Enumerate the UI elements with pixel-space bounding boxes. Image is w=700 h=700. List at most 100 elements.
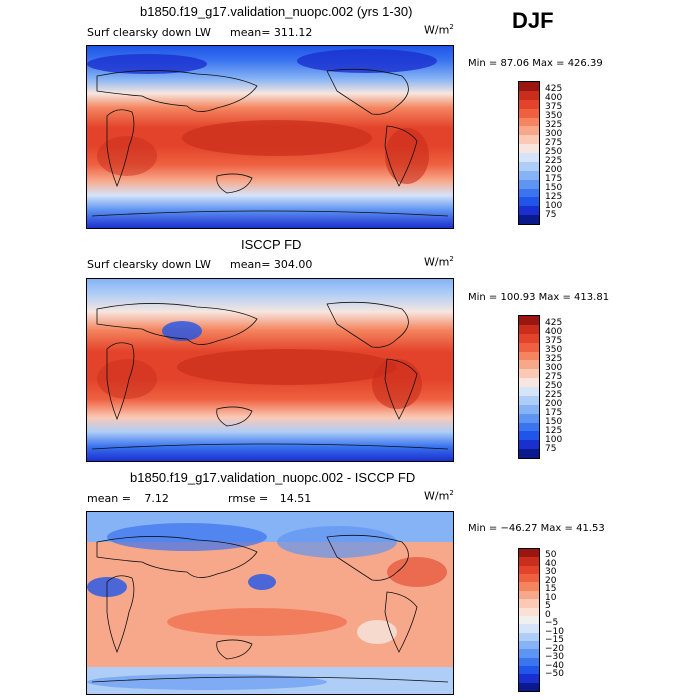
- panel2-units-text: W/m: [424, 255, 450, 269]
- cbar1-label: 400: [545, 93, 563, 103]
- panel3-colorbar: [518, 548, 540, 692]
- colorbar-swatch: [519, 378, 539, 387]
- colorbar-swatch: [519, 422, 539, 432]
- panel3-title: b1850.f19_g17.validation_nuopc.002 - ISC…: [130, 470, 416, 485]
- cbar1-label: 375: [545, 102, 563, 112]
- colorbar-swatch: [519, 333, 539, 343]
- cbar3-label: 20: [545, 575, 557, 586]
- colorbar-swatch: [519, 188, 539, 198]
- colorbar-swatch: [519, 574, 539, 583]
- panel3-coastlines: [91, 534, 449, 683]
- cbar2-label: 325: [545, 354, 563, 364]
- cbar3-label: 50: [545, 550, 557, 561]
- panel2-colorbar-swatches: [518, 315, 540, 459]
- cbar1-label: 350: [545, 111, 563, 121]
- panel2-title: ISCCP FD: [241, 237, 302, 252]
- cbar1-label: 250: [545, 147, 563, 157]
- panel1-mean-value: 311.12: [273, 26, 313, 39]
- colorbar-swatch: [519, 607, 539, 616]
- panel3-map: [86, 511, 454, 695]
- panel3-rmse: rmse = 14.51: [228, 492, 311, 505]
- colorbar-swatch: [519, 135, 539, 145]
- cbar2-label: 125: [545, 426, 563, 436]
- panel3-units-sup: 2: [449, 489, 454, 497]
- colorbar-swatch: [519, 387, 539, 396]
- cbar1-label: 300: [545, 129, 563, 139]
- panel1-units: W/m2: [424, 23, 454, 37]
- cbar3-label: 15: [545, 584, 557, 595]
- colorbar-swatch: [519, 557, 539, 566]
- colorbar-swatch: [519, 413, 539, 423]
- colorbar-swatch: [519, 682, 539, 692]
- cbar1-label: 325: [545, 120, 563, 130]
- colorbar-swatch: [519, 170, 539, 180]
- cbar2-label: 100: [545, 435, 563, 445]
- panel1-colorbar: [518, 81, 540, 225]
- panel3-units: W/m2: [424, 489, 454, 503]
- colorbar-swatch: [519, 342, 539, 352]
- colorbar-swatch: [519, 666, 539, 675]
- panel3-mean-value: 7.12: [144, 492, 169, 505]
- panel2-minmax: Min = 100.93 Max = 413.81: [468, 292, 610, 303]
- cbar1-label: 100: [545, 201, 563, 211]
- season-label: DJF: [512, 8, 554, 33]
- colorbar-swatch: [519, 449, 539, 458]
- panel1-title: b1850.f19_g17.validation_nuopc.002 (yrs …: [140, 4, 413, 19]
- panel2-mean: mean= 304.00: [230, 258, 312, 271]
- cbar2-label: 250: [545, 381, 563, 391]
- panel2-coastlines: [91, 301, 449, 450]
- cbar1-label: 175: [545, 174, 563, 184]
- panel1-units-sup: 2: [449, 23, 454, 31]
- panel2-map-svg: [87, 279, 453, 461]
- colorbar-swatch: [519, 632, 539, 641]
- cbar2-label: 150: [545, 417, 563, 427]
- panel2-units-sup: 2: [449, 255, 454, 263]
- cbar2-label: 175: [545, 408, 563, 418]
- panel1-map: [86, 45, 454, 229]
- colorbar-swatch: [519, 404, 539, 414]
- cbar2-label: 400: [545, 327, 563, 337]
- colorbar-swatch: [519, 615, 539, 625]
- colorbar-swatch: [519, 431, 539, 441]
- panel1-units-text: W/m: [424, 23, 450, 37]
- colorbar-swatch: [519, 144, 539, 153]
- panel2-mean-value: 304.00: [273, 258, 313, 271]
- colorbar-swatch: [519, 590, 539, 600]
- cbar2-label: 200: [545, 399, 563, 409]
- colorbar-swatch: [519, 369, 539, 379]
- cbar2-label: 75: [545, 444, 557, 454]
- panel3-colorbar-swatches: [518, 548, 540, 692]
- panel3-mean-label: mean =: [87, 492, 131, 505]
- colorbar-swatch: [519, 360, 539, 370]
- cbar1-label: 125: [545, 192, 563, 202]
- panel3-colorbar-labels: 50 40 30 20 15 10 5 0 −5 −10 −15 −20 −30…: [545, 548, 585, 692]
- cbar3-label: −50: [545, 669, 564, 680]
- colorbar-swatch: [519, 316, 539, 325]
- colorbar-swatch: [519, 565, 539, 575]
- panel2-mean-label: mean=: [230, 258, 271, 271]
- panel1-mean: mean= 311.12: [230, 26, 312, 39]
- colorbar-swatch: [519, 153, 539, 162]
- panel2-map: [86, 278, 454, 462]
- panel1-colorbar-swatches: [518, 81, 540, 225]
- colorbar-swatch: [519, 582, 539, 591]
- cbar2-label: 350: [545, 345, 563, 355]
- panel3-mean: mean = 7.12: [87, 492, 169, 505]
- cbar3-label: 40: [545, 558, 557, 569]
- colorbar-swatch: [519, 351, 539, 361]
- panel2-colorbar-labels: 425 400 375 350 325 300 275 250 225 200 …: [545, 315, 585, 459]
- cbar3-label: 10: [545, 592, 557, 603]
- cbar2-label: 275: [545, 372, 563, 382]
- cbar1-label: 275: [545, 138, 563, 148]
- panel1-coastlines: [91, 68, 449, 217]
- cbar3-label: −30: [545, 652, 564, 663]
- cbar3-label: −10: [545, 626, 564, 637]
- cbar3-label: 0: [545, 609, 551, 620]
- panel1-minmax: Min = 87.06 Max = 426.39: [468, 58, 603, 69]
- cbar1-label: 225: [545, 156, 563, 166]
- colorbar-swatch: [519, 206, 539, 216]
- cbar1-label: 150: [545, 183, 563, 193]
- cbar3-label: 5: [545, 601, 551, 612]
- panel1-map-svg: [87, 46, 453, 228]
- cbar1-label: 200: [545, 165, 563, 175]
